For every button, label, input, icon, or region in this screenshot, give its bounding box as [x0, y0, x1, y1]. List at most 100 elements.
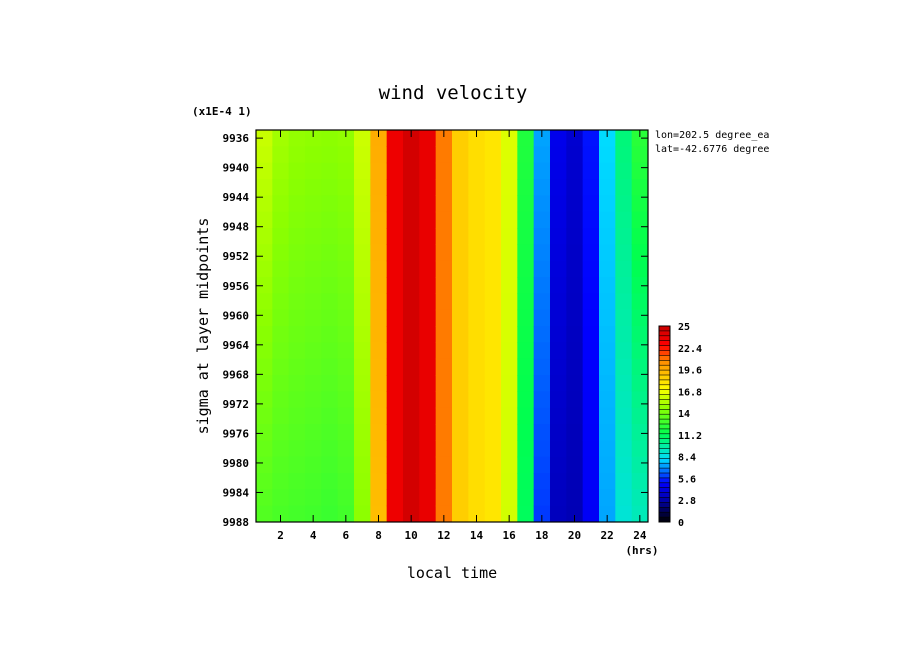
heatmap-cell	[354, 391, 371, 409]
heatmap-cell	[419, 505, 437, 522]
x-tick-label: 14	[470, 529, 484, 542]
colorbar-swatch	[659, 389, 670, 395]
heatmap-cell	[517, 211, 535, 229]
heatmap-cell	[631, 195, 648, 213]
colorbar-swatch	[659, 340, 670, 346]
heatmap-cell	[419, 293, 437, 311]
heatmap-cell	[256, 228, 273, 245]
heatmap-cell	[615, 195, 633, 213]
heatmap-cell	[582, 309, 600, 327]
heatmap-cell	[615, 244, 633, 262]
heatmap-cell	[631, 179, 648, 196]
heatmap-cell	[435, 489, 453, 507]
heatmap-cell	[403, 244, 420, 262]
heatmap-cell	[468, 440, 486, 458]
colorbar-swatch	[659, 438, 670, 444]
heatmap-cell	[256, 162, 273, 180]
heatmap-cell	[403, 505, 420, 522]
heatmap-cell	[272, 260, 290, 278]
colorbar-swatch	[659, 502, 670, 508]
heatmap-cell	[631, 505, 648, 522]
heatmap-cell	[615, 228, 633, 245]
heatmap-cell	[533, 293, 551, 311]
heatmap-cell	[468, 162, 486, 180]
heatmap-cell	[533, 407, 551, 425]
heatmap-cell	[305, 424, 322, 441]
x-tick-label: 10	[405, 529, 418, 542]
heatmap-cell	[566, 277, 584, 294]
heatmap-cell	[615, 424, 633, 441]
heatmap-cell	[566, 342, 584, 360]
heatmap-cell	[533, 162, 551, 180]
heatmap-cell	[582, 375, 600, 392]
heatmap-cell	[582, 146, 600, 164]
heatmap-cell	[566, 195, 584, 213]
heatmap-cell	[615, 342, 633, 360]
heatmap-cell	[550, 375, 567, 392]
y-tick-label: 9960	[223, 309, 250, 322]
heatmap-cell	[386, 228, 404, 245]
heatmap-cell	[288, 375, 306, 392]
colorbar-tick-label: 5.6	[678, 474, 696, 485]
heatmap-cell	[354, 130, 371, 147]
heatmap-cell	[354, 309, 371, 327]
heatmap-cell	[550, 391, 567, 409]
heatmap-cell	[321, 391, 339, 409]
y-tick-label: 9968	[223, 368, 250, 381]
heatmap-cell	[599, 130, 616, 147]
x-axis: 2 4 6 8 10 12 14 16 18 20 22 24	[277, 130, 647, 542]
heatmap-cell	[370, 260, 388, 278]
heatmap-cell	[305, 456, 322, 474]
heatmap-cell	[468, 195, 486, 213]
heatmap-cell	[256, 391, 273, 409]
heatmap-cell	[533, 309, 551, 327]
heatmap-cell	[386, 440, 404, 458]
heatmap-cell	[272, 277, 290, 294]
heatmap-cell	[631, 391, 648, 409]
heatmap-cell	[517, 260, 535, 278]
heatmap-cell	[452, 489, 469, 507]
heatmap-cell	[631, 309, 648, 327]
heatmap-cell	[599, 309, 616, 327]
heatmap-cell	[484, 342, 502, 360]
heatmap-cell	[452, 456, 469, 474]
colorbar-swatch	[659, 507, 670, 513]
colorbar-swatch	[659, 458, 670, 464]
heatmap-cell	[370, 391, 388, 409]
heatmap-cell	[599, 391, 616, 409]
heatmap-cell	[419, 162, 437, 180]
x-tick-label: 18	[535, 529, 548, 542]
heatmap-cell	[337, 293, 355, 311]
heatmap-cell	[305, 440, 322, 458]
heatmap-cell	[468, 358, 486, 376]
heatmap-cell	[337, 342, 355, 360]
y-tick-label: 9984	[223, 486, 250, 499]
colorbar-swatch	[659, 370, 670, 376]
heatmap-cell	[354, 211, 371, 229]
colorbar-swatch	[659, 473, 670, 479]
heatmap-cell	[370, 375, 388, 392]
chart-title: wind velocity	[379, 82, 528, 104]
colorbar-tick-label: 14	[678, 409, 690, 420]
heatmap-cell	[615, 179, 633, 196]
heatmap-cell	[452, 375, 469, 392]
y-tick-label: 9956	[223, 280, 250, 293]
heatmap-cell	[288, 260, 306, 278]
heatmap-cell	[435, 130, 453, 147]
heatmap-cell	[631, 407, 648, 425]
heatmap-cell	[582, 228, 600, 245]
heatmap-cell	[288, 326, 306, 343]
heatmap-cell	[533, 277, 551, 294]
heatmap-cell	[305, 391, 322, 409]
heatmap-cell	[468, 489, 486, 507]
heatmap-cell	[501, 489, 518, 507]
x-tick-label: 22	[601, 529, 614, 542]
y-tick-label: 9964	[223, 339, 250, 352]
heatmap-cell	[288, 424, 306, 441]
heatmap-cell	[566, 358, 584, 376]
heatmap-cell	[419, 326, 437, 343]
heatmap-cell	[615, 326, 633, 343]
heatmap-cell	[452, 260, 469, 278]
heatmap-cell	[484, 358, 502, 376]
heatmap-cell	[468, 342, 486, 360]
